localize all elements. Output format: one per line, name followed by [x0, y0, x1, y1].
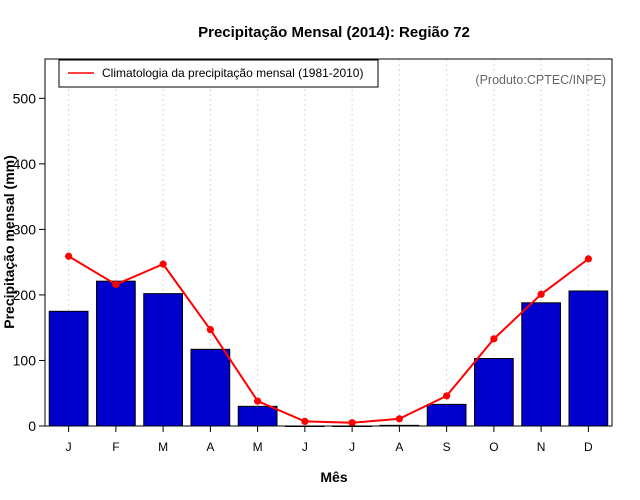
x-tick-label-1: J — [66, 440, 72, 454]
bar-9 — [426, 403, 467, 427]
x-tick-label-7: J — [349, 440, 355, 454]
x-tick-label-5: M — [253, 440, 263, 454]
x-tick-label-11: N — [537, 440, 546, 454]
climatology-point-7 — [348, 419, 356, 427]
climatology-point-11 — [537, 290, 545, 298]
source-annotation: (Produto:CPTEC/INPE) — [475, 73, 606, 87]
climatology-point-12 — [584, 255, 592, 263]
bar-4 — [190, 348, 231, 427]
climatology-point-2 — [112, 280, 120, 289]
y-tick-label-300: 300 — [13, 221, 37, 237]
climatology-point-8 — [395, 415, 403, 423]
bar-1 — [48, 310, 89, 427]
legend-box — [58, 59, 379, 88]
bar-2 — [96, 280, 136, 427]
x-axis-label: Mês — [320, 469, 347, 485]
climatology-point-9 — [443, 392, 451, 400]
y-tick-label-100: 100 — [13, 352, 37, 368]
climatology-point-10 — [490, 335, 498, 343]
x-tick-label-8: A — [395, 440, 403, 454]
climatology-point-1 — [65, 252, 73, 260]
y-tick-label-200: 200 — [13, 287, 37, 303]
bar-10 — [474, 358, 514, 427]
climatology-point-5 — [254, 397, 262, 405]
chart-title: Precipitação Mensal (2014): Região 72 — [198, 24, 470, 41]
climatology-point-4 — [206, 326, 214, 334]
y-axis-label: Precipitação mensal (mm) — [1, 155, 17, 329]
bar-5 — [237, 405, 278, 427]
bar-11 — [521, 302, 561, 427]
bar-12 — [568, 290, 609, 427]
x-tick-label-10: O — [489, 440, 498, 454]
bar-3 — [143, 293, 183, 427]
x-tick-label-12: D — [584, 440, 593, 454]
x-tick-label-6: J — [302, 440, 308, 454]
y-tick-label-0: 0 — [28, 418, 36, 434]
y-tick-label-500: 500 — [13, 90, 37, 106]
bars — [48, 280, 609, 427]
x-tick-label-3: M — [158, 440, 168, 454]
axes: 0 100 200 300 400 500 J F M A M J J A S O N D — [13, 58, 613, 454]
plot-frame — [44, 58, 613, 427]
climatology-point-3 — [159, 260, 167, 268]
x-tick-label-9: S — [443, 440, 451, 454]
climatology-line-series — [65, 252, 592, 427]
y-tick-label-400: 400 — [13, 156, 37, 172]
climatology-point-6 — [301, 417, 309, 426]
legend-entry: Climatologia da precipitação mensal (198… — [102, 66, 363, 80]
x-tick-label-4: A — [206, 440, 214, 454]
x-tick-label-2: F — [112, 440, 119, 454]
legend: Climatologia da precipitação mensal (198… — [58, 59, 379, 88]
climatology-line — [68, 255, 589, 424]
